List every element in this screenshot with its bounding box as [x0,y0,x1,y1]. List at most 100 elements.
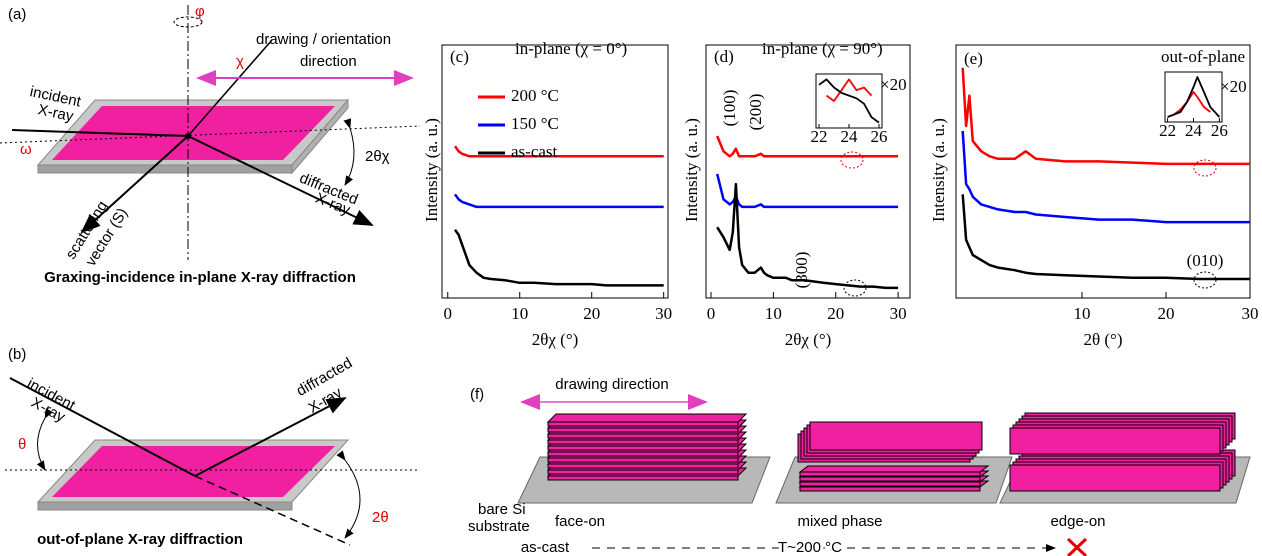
process-label: T~200 °C [778,539,842,556]
layer [809,421,983,451]
layer [547,427,739,433]
diffracted-beam [187,135,374,226]
incident-beam [9,377,196,477]
data-line [453,228,664,287]
omega: ω [20,141,32,158]
layer [799,486,981,492]
cross [1066,537,1088,556]
transmitted-beam [194,475,351,546]
layer [547,469,739,475]
highlight [840,151,864,169]
rotation [173,16,203,28]
x-tick-label: 0 [444,304,453,323]
layer [799,471,981,477]
inset-x-tick-label: 26 [1211,121,1228,140]
x-tick-label: 0 [707,304,716,323]
layer [547,445,739,451]
x-axis-label: 2θχ (°) [785,330,832,349]
y-axis-label: Intensity (a. u.) [682,118,701,222]
layer [799,481,981,487]
chi: χ [236,53,244,70]
layer [547,463,739,469]
x-tick-label: 10 [1074,304,1091,323]
data-line [716,182,899,290]
substrate-edge [37,501,293,511]
inset-x-tick-label: 24 [1185,121,1203,140]
substrate-side [291,98,349,175]
peak-label: (100) [720,90,739,127]
x-tick-label: 30 [1242,304,1259,323]
inset-frame [815,73,883,129]
substrate-edge [37,164,293,174]
layer [547,451,739,457]
x-tick-label: 20 [583,304,600,323]
panel-label: (d) [714,47,734,66]
substrate-label: bare Si [478,501,526,518]
scattering-vector [80,135,189,234]
layer [547,457,739,463]
y-axis-label: Intensity (a. u.) [929,118,948,222]
layer [1009,427,1221,455]
x-tick-label: 30 [890,304,907,323]
panel-label: (e) [964,49,983,68]
inset-annotation: ×20 [880,75,907,94]
inset-x-tick-label: 22 [811,127,828,146]
stack-label: face-on [555,513,605,530]
layer [547,439,739,445]
orientation-label: drawing / orientation [256,31,391,48]
data-line [1173,91,1211,116]
x-tick-label: 30 [655,304,672,323]
direction-label: drawing direction [555,376,668,393]
theta: θ [18,436,26,453]
highlight [843,279,867,297]
plot-frame [441,44,669,299]
data-line [818,78,880,124]
peak-label: (300) [792,252,811,289]
layer [1009,464,1221,492]
data-line [453,145,664,158]
data-line [961,194,1250,281]
caption: out-of-plane X-ray diffraction [37,531,243,548]
data-line [716,135,899,158]
caption: Graxing-incidence in-plane X-ray diffrac… [44,269,356,286]
layer [547,475,739,481]
x-tick-label: 10 [765,304,782,323]
x-axis-label: 2θχ (°) [532,330,579,349]
panel-title: in-plane (χ = 0°) [515,39,627,58]
highlights [840,151,1217,297]
angle-arc [343,118,355,186]
origin [185,133,191,139]
film [52,446,335,497]
panel-title: in-plane (χ = 90°) [762,39,883,58]
data-line [961,130,1250,224]
panel-label: (a) [8,6,26,23]
legend-label: 150 °C [511,114,559,133]
film [52,106,335,160]
process-start: as-cast [521,539,570,556]
inset-x-tick-label: 26 [871,127,888,146]
angle-arc [36,408,53,471]
highlight [1193,159,1217,177]
x-axis-label: 2θ (°) [1083,330,1122,349]
panel-label: (f) [470,386,484,403]
phi: φ [195,3,205,20]
diffracted-beam [194,397,347,477]
inset-annotation: ×20 [1220,77,1247,96]
data-line [453,193,664,209]
plot-frame [705,44,911,299]
data-line [715,173,899,209]
layer [547,433,739,439]
peak-label: (200) [746,94,765,131]
data-line [1167,76,1221,118]
layer [546,413,748,423]
peak-label: (010) [1187,251,1224,270]
y-axis-label: Intensity (a. u.) [422,118,441,222]
inset-x-tick-label: 24 [841,127,859,146]
panel-label: (c) [450,47,469,66]
x-tick-label: 20 [1158,304,1175,323]
layer [798,465,990,473]
angle-arc [336,450,361,539]
inset-x-tick-label: 22 [1159,121,1176,140]
panel-a: (a) φ χ drawing / orientation direction … [0,3,421,286]
